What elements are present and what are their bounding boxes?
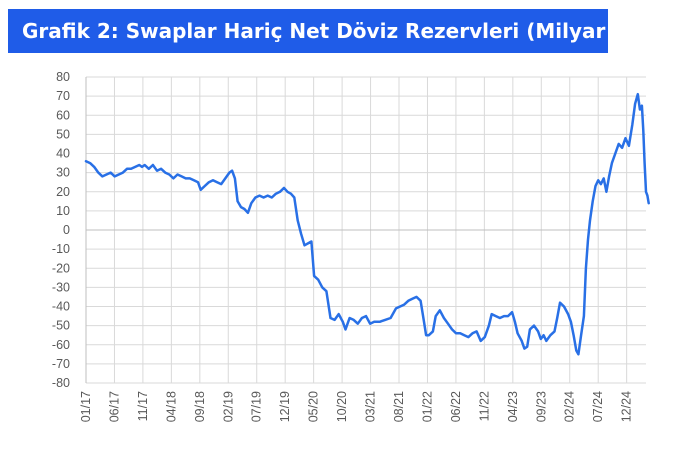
y-tick-label: 10 (56, 204, 70, 218)
y-tick-label: -80 (52, 376, 70, 390)
y-tick-label: 80 (56, 70, 70, 84)
x-tick-label: 09/18 (193, 391, 207, 422)
chart-title: Grafik 2: Swaplar Hariç Net Döviz Rezerv… (22, 19, 636, 43)
y-tick-label: 50 (56, 127, 70, 141)
y-tick-label: -70 (52, 357, 70, 371)
x-tick-label: 02/19 (221, 391, 235, 422)
x-tick-label: 12/24 (620, 391, 634, 422)
y-tick-label: 60 (56, 108, 70, 122)
y-tick-label: 40 (56, 147, 70, 161)
y-tick-label: -10 (52, 242, 70, 256)
y-tick-label: -60 (52, 338, 70, 352)
x-tick-label: 04/23 (506, 391, 520, 422)
y-tick-label: -40 (52, 300, 70, 314)
y-tick-label: 20 (56, 185, 70, 199)
y-tick-label: -50 (52, 319, 70, 333)
x-tick-label: 01/17 (79, 391, 93, 422)
x-tick-label: 03/21 (364, 391, 378, 422)
y-tick-label: 70 (56, 89, 70, 103)
x-tick-label: 04/18 (164, 391, 178, 422)
x-tick-label: 06/17 (107, 391, 121, 422)
axes: 80 70 60 50 40 30 20 10 0 -10 -20 -30 -40 -50 -60 -70 -8… (52, 70, 646, 422)
x-tick-label: 07/19 (250, 391, 264, 422)
x-tick-label: 11/17 (136, 391, 150, 421)
x-tick-label: 12/19 (278, 391, 292, 422)
x-tick-label: 05/20 (307, 391, 321, 422)
chart-title-banner: Grafik 2: Swaplar Hariç Net Döviz Rezerv… (8, 9, 635, 53)
x-tick-label: 01/22 (420, 391, 434, 422)
y-tick-label: 0 (63, 223, 70, 237)
x-tick-label: 11/22 (477, 391, 491, 421)
x-tick-label: 02/24 (563, 391, 577, 422)
x-tick-label: 10/20 (335, 391, 349, 422)
y-tick-label: 30 (56, 166, 70, 180)
line-chart: 80 70 60 50 40 30 20 10 0 -10 -20 -30 -40 -50 -60 -70 -8… (52, 70, 650, 422)
x-tick-label: 07/24 (591, 391, 605, 422)
x-tick-label: 06/22 (449, 391, 463, 422)
x-tick-label: 08/21 (392, 391, 406, 422)
x-tick-label: 09/23 (534, 391, 548, 422)
series-line-0 (84, 92, 650, 356)
chart-area: 80 70 60 50 40 30 20 10 0 -10 -20 -30 -40 -50 -60 -70 -8… (0, 62, 688, 447)
y-tick-label: -30 (52, 280, 70, 294)
series-layer (84, 92, 650, 356)
y-tick-label: -20 (52, 261, 70, 275)
